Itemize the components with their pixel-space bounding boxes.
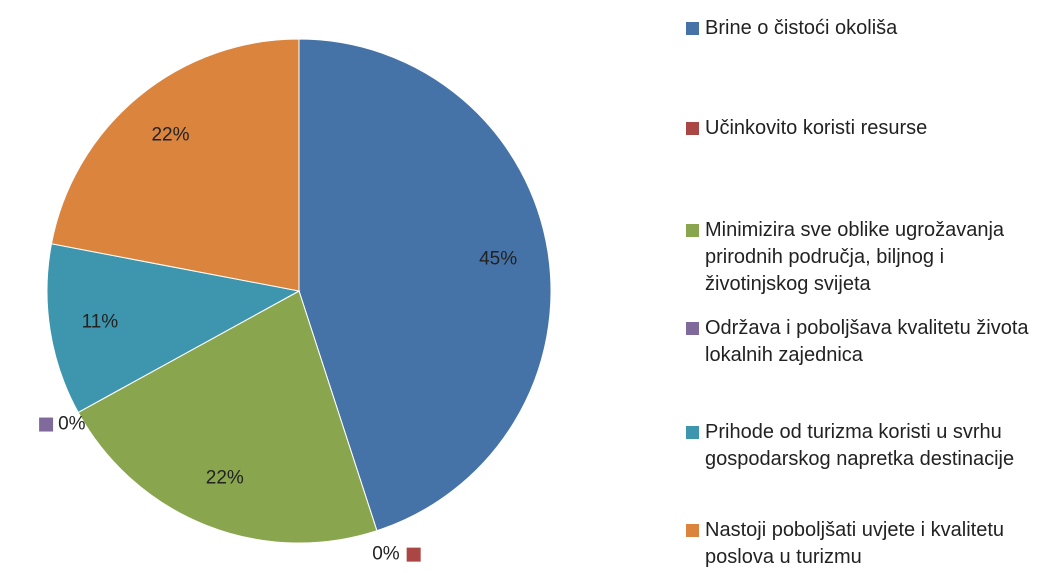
legend-label: Nastoji poboljšati uvjete i kvalitetu po…: [705, 519, 1005, 568]
data-label: 0%: [58, 414, 86, 435]
data-label-key: [406, 547, 421, 562]
pie-slice: [77, 290, 378, 544]
legend-swatch: [686, 426, 699, 439]
data-label: 22%: [151, 125, 189, 146]
pie-slice: [50, 38, 300, 292]
legend-item: Prihode od turizma koristi u svrhu gospo…: [686, 419, 1046, 473]
legend-swatch: [686, 224, 699, 237]
legend-item: Učinkovito koristi resurse: [686, 115, 1046, 142]
legend-label: Brine o čistoći okoliša: [705, 17, 898, 39]
legend-item: Minimizira sve oblike ugrožavanja prirod…: [686, 217, 1046, 298]
legend-item: Brine o čistoći okoliša: [686, 15, 1046, 42]
data-label: 45%: [479, 248, 517, 269]
legend-swatch: [686, 22, 699, 35]
pie-slice: [46, 243, 301, 414]
legend-item: Održava i poboljšava kvalitetu života lo…: [686, 315, 1046, 369]
legend-label: Učinkovito koristi resurse: [705, 117, 928, 139]
pie-slice: [298, 38, 552, 532]
legend-label: Održava i poboljšava kvalitetu života lo…: [705, 317, 1029, 366]
legend-item: Nastoji poboljšati uvjete i kvalitetu po…: [686, 517, 1046, 571]
legend-swatch: [686, 122, 699, 135]
legend-swatch: [686, 322, 699, 335]
data-label: 22%: [206, 467, 244, 488]
data-label: 0%: [372, 544, 400, 565]
data-label: 11%: [82, 312, 119, 333]
data-label-key: [39, 417, 54, 432]
legend-label: Minimizira sve oblike ugrožavanja prirod…: [705, 219, 1005, 295]
legend-label: Prihode od turizma koristi u svrhu gospo…: [705, 421, 1015, 470]
legend-swatch: [686, 524, 699, 537]
